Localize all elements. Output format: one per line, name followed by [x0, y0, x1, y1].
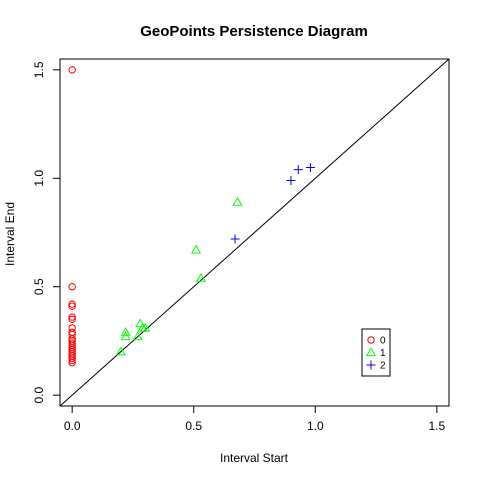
data-point-circle: [68, 302, 76, 310]
x-axis: 0.0 0.5 1.0 1.5: [64, 405, 446, 433]
data-point-triangle: [232, 196, 243, 206]
series-0: [68, 66, 76, 367]
points-layer: [68, 66, 315, 367]
data-point-circle: [68, 315, 76, 323]
data-point-plus: [230, 234, 240, 244]
x-tick-label: 1.0: [307, 419, 324, 433]
y-tick-label: 1.5: [32, 61, 46, 78]
y-tick-label: 1.0: [32, 170, 46, 187]
data-point-triangle: [191, 244, 202, 254]
data-point-triangle: [120, 327, 131, 336]
diagonal-line: [59, 58, 450, 407]
legend-marker-circle: [367, 336, 375, 344]
data-point-triangle: [120, 331, 131, 341]
y-axis-label: Interval End: [3, 202, 17, 266]
legend-label: 1: [380, 348, 386, 359]
series-1: [115, 196, 243, 356]
series-2: [230, 162, 315, 244]
x-tick-label: 0.0: [64, 419, 81, 433]
data-point-circle: [68, 313, 76, 321]
data-point-circle: [68, 358, 76, 367]
legend-label: 2: [380, 361, 386, 372]
data-point-circle: [68, 283, 76, 291]
legend-label: 0: [380, 336, 386, 347]
y-tick-label: 0.5: [32, 278, 46, 295]
data-point-triangle: [140, 322, 151, 332]
data-point-plus: [305, 162, 315, 172]
data-point-triangle: [195, 272, 207, 282]
legend-box: [361, 328, 391, 377]
x-tick-label: 1.5: [429, 419, 446, 433]
data-point-circle: [68, 66, 76, 74]
legend-marker-triangle: [365, 347, 377, 357]
legend-marker-plus: [366, 360, 376, 370]
y-tick-label: 0.0: [32, 386, 46, 403]
data-point-circle: [68, 354, 76, 362]
x-tick-label: 0.5: [185, 419, 202, 433]
legend: 01 2: [361, 328, 391, 377]
x-axis-label: Interval Start: [220, 451, 289, 465]
data-point-triangle: [115, 346, 126, 356]
data-point-triangle: [135, 318, 146, 328]
chart-title: GeoPoints Persistence Diagram: [140, 23, 368, 40]
data-point-circle: [68, 300, 76, 308]
data-point-triangle: [132, 331, 143, 341]
data-point-plus: [286, 175, 296, 185]
y-axis: 0.0 0.5 1.0 1.5: [32, 61, 61, 404]
data-point-plus: [293, 165, 303, 175]
data-point-circle: [68, 356, 76, 365]
